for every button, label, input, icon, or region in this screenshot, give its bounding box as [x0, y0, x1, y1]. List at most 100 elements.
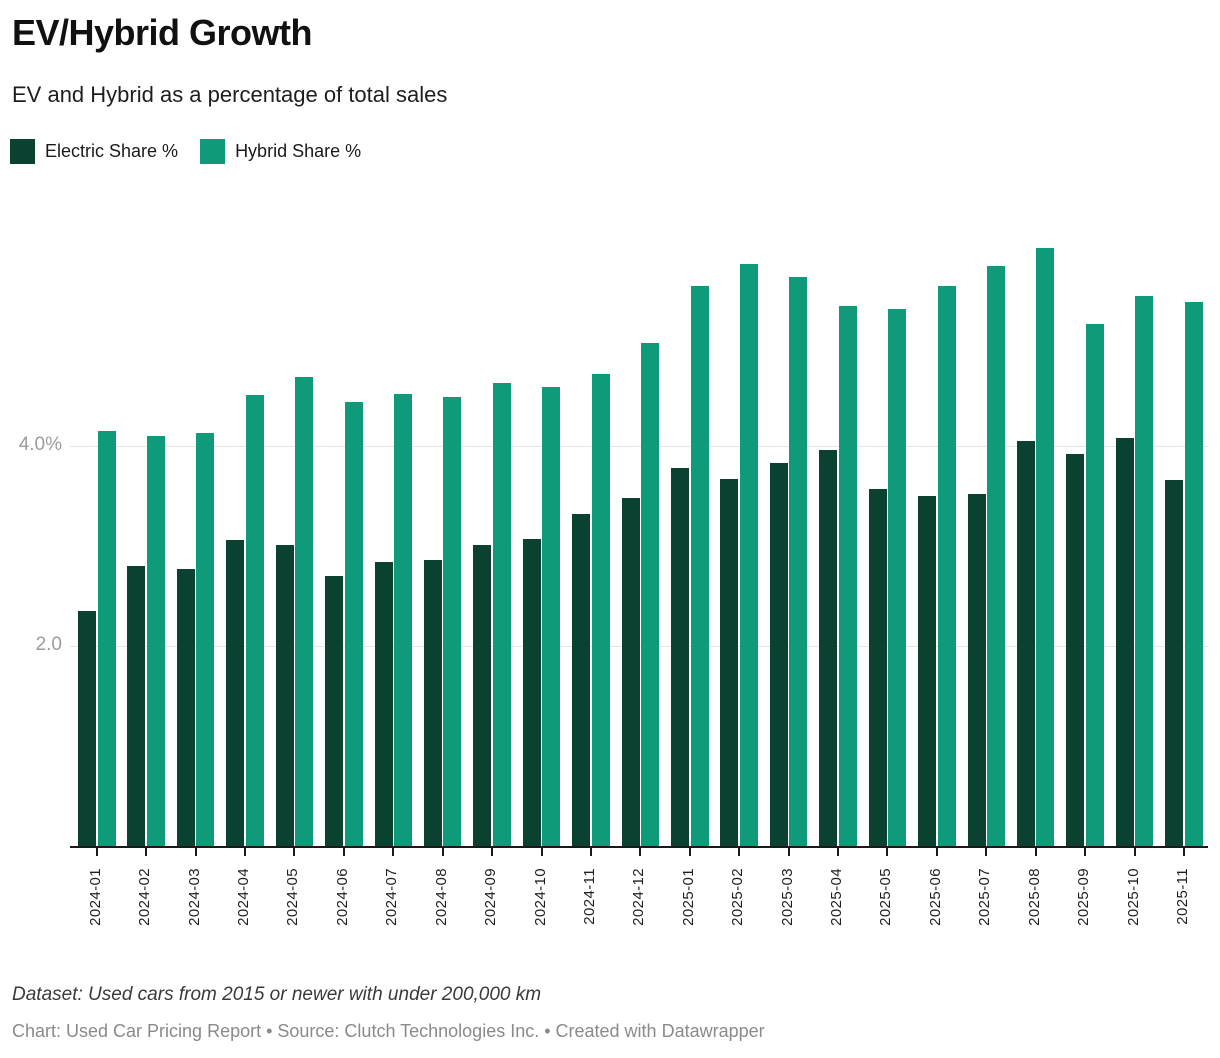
- bar-electric: [226, 540, 245, 846]
- x-tick-mark: [342, 848, 345, 856]
- x-tick-label: 2025-01: [679, 868, 697, 926]
- x-tick-mark: [639, 848, 642, 856]
- bar-hybrid: [739, 264, 758, 846]
- bar-hybrid: [690, 286, 709, 846]
- chart-title: EV/Hybrid Growth: [12, 12, 313, 53]
- bar-hybrid: [492, 383, 511, 846]
- legend-label: Electric Share %: [45, 141, 179, 161]
- x-tick-mark: [1034, 848, 1037, 856]
- x-tick-label: 2025-05: [877, 868, 895, 926]
- legend-swatch-electric: [10, 139, 35, 164]
- x-tick-mark: [935, 848, 938, 856]
- bar-hybrid: [542, 387, 561, 846]
- bar-hybrid: [987, 266, 1006, 846]
- bar-hybrid: [591, 374, 610, 846]
- x-tick-mark: [985, 848, 988, 856]
- bar-electric: [325, 576, 344, 846]
- x-tick-mark: [688, 848, 691, 856]
- legend-item: Electric Share %: [10, 139, 178, 164]
- x-tick-mark: [145, 848, 148, 856]
- x-tick-mark: [244, 848, 246, 856]
- x-tick-mark: [491, 848, 494, 856]
- y-tick-label: 4.0%: [18, 434, 62, 455]
- x-tick-label: 2024-01: [86, 868, 104, 926]
- bar-hybrid: [97, 431, 116, 846]
- bar-electric: [1165, 480, 1184, 846]
- bar-electric: [473, 545, 492, 846]
- bar-hybrid: [245, 395, 264, 846]
- x-axis-line: [70, 846, 1208, 848]
- x-tick-label: 2025-10: [1124, 868, 1142, 926]
- bar-electric: [720, 479, 739, 846]
- x-tick-mark: [886, 848, 889, 856]
- bar-hybrid: [888, 309, 907, 846]
- x-tick-mark: [194, 848, 197, 856]
- x-tick-mark: [1182, 848, 1185, 856]
- x-tick-label: 2025-08: [1025, 868, 1043, 926]
- x-tick-label: 2024-11: [580, 868, 598, 925]
- x-tick-label: 2024-06: [333, 868, 351, 926]
- legend-item: Hybrid Share %: [200, 139, 361, 164]
- x-tick-label: 2025-11: [1173, 868, 1191, 925]
- attribution-line: Chart: Used Car Pricing Report • Source:…: [12, 1021, 765, 1041]
- legend-swatch-hybrid: [200, 139, 226, 164]
- x-tick-label: 2024-10: [531, 868, 549, 926]
- bar-electric: [621, 498, 640, 846]
- bar-electric: [127, 566, 146, 846]
- gridline: [70, 445, 1208, 447]
- x-tick-mark: [1133, 848, 1136, 856]
- bar-hybrid: [394, 394, 413, 846]
- x-tick-mark: [837, 848, 840, 856]
- x-tick-mark: [392, 848, 395, 856]
- bar-electric: [1016, 441, 1035, 846]
- bar-hybrid: [146, 436, 165, 846]
- x-tick-mark: [540, 848, 543, 856]
- x-tick-label: 2024-07: [383, 868, 401, 926]
- x-tick-label: 2024-04: [235, 868, 252, 926]
- bar-hybrid: [1036, 248, 1055, 846]
- x-tick-mark: [95, 848, 98, 856]
- bar-electric: [522, 539, 541, 846]
- x-tick-label: 2024-03: [185, 868, 203, 926]
- bar-electric: [918, 496, 937, 846]
- x-tick-label: 2024-02: [136, 868, 154, 926]
- bar-electric: [572, 514, 591, 846]
- bar-electric: [374, 562, 393, 846]
- bar-hybrid: [789, 277, 808, 846]
- x-tick-label: 2024-09: [482, 868, 500, 926]
- bar-hybrid: [196, 433, 215, 846]
- x-tick-mark: [293, 848, 296, 856]
- bar-hybrid: [295, 377, 314, 846]
- bar-electric: [671, 468, 690, 846]
- x-tick-label: 2024-08: [432, 868, 450, 926]
- bar-electric: [819, 450, 838, 846]
- x-tick-mark: [589, 848, 592, 856]
- x-tick-mark: [441, 848, 444, 856]
- bar-hybrid: [1085, 324, 1104, 846]
- x-tick-label: 2024-05: [284, 868, 302, 926]
- bar-hybrid: [838, 306, 857, 846]
- bar-hybrid: [641, 343, 660, 846]
- bar-hybrid: [1135, 296, 1154, 846]
- x-tick-label: 2025-03: [778, 868, 796, 926]
- bar-electric: [1066, 454, 1085, 846]
- y-tick-label: 2.0: [35, 634, 62, 655]
- bar-hybrid: [1184, 302, 1203, 846]
- bar-electric: [868, 489, 887, 846]
- bar-electric: [1115, 438, 1134, 846]
- bar-hybrid: [937, 286, 956, 846]
- x-tick-mark: [1084, 848, 1087, 856]
- bar-electric: [769, 463, 788, 846]
- bar-electric: [275, 545, 294, 846]
- bar-electric: [78, 611, 96, 846]
- chart-subtitle: EV and Hybrid as a percentage of total s…: [12, 82, 448, 107]
- x-tick-label: 2025-07: [976, 868, 994, 926]
- dataset-note: Dataset: Used cars from 2015 or newer wi…: [12, 984, 542, 1005]
- x-tick-mark: [787, 848, 790, 856]
- plot-area: 2.0 4.0% 2024-01 2024-02 2024-03 2024-04 2024-…: [0, 176, 1220, 966]
- x-tick-label: 2024-12: [630, 868, 648, 926]
- bar-electric: [176, 569, 195, 846]
- legend-label: Hybrid Share %: [235, 141, 362, 161]
- bar-electric: [967, 494, 986, 846]
